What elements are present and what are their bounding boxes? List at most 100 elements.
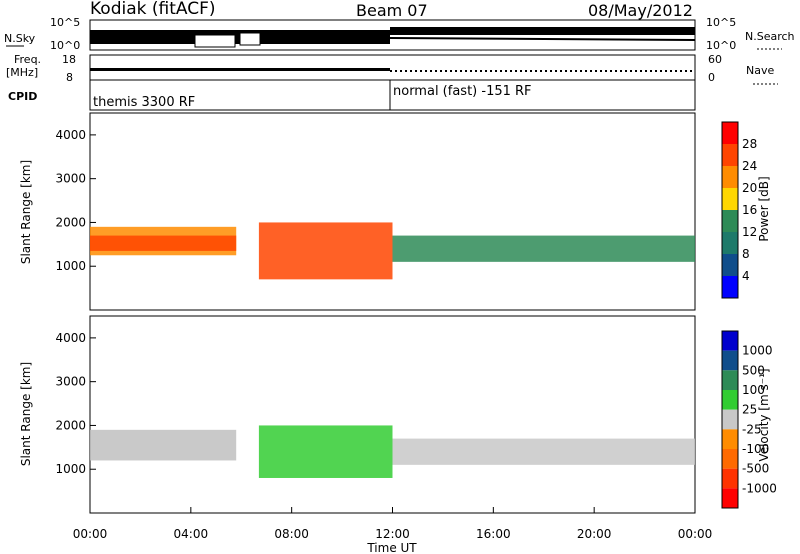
velocity-colorbar-segment — [722, 370, 738, 390]
nsearch-label: N.Search — [745, 30, 795, 43]
power-frame — [89, 112, 696, 311]
power-colorbar-segment — [722, 144, 738, 166]
cpid-frame — [89, 79, 696, 111]
nsky-label: N.Sky — [4, 32, 36, 45]
power-echo-band — [258, 222, 393, 280]
nave-tick-bottom: 0 — [708, 71, 715, 84]
power-colorbar-tick: 28 — [742, 137, 757, 151]
velocity-colorbar-tick: 500 — [742, 363, 765, 377]
velocity-colorbar-segment — [722, 390, 738, 410]
velocity-colorbar: 1000 500 100 25 -25 -100 -500 -1000 — [721, 330, 777, 509]
velocity-colorbar-tick: 1000 — [742, 344, 773, 358]
power-colorbar-segment — [722, 188, 738, 210]
power-ylabel: Slant Range [km] — [19, 160, 33, 264]
cpid-panel: CPID themis 3300 RF normal (fast) -151 R… — [8, 79, 696, 111]
power-colorbar-segment — [722, 232, 738, 254]
power-colorbar-tick: 16 — [742, 203, 757, 217]
nsky-trace-right — [390, 27, 695, 35]
power-echo-band — [392, 235, 695, 262]
velocity-ytick-label: 4000 — [55, 331, 86, 345]
x-tick-label: 08:00 — [274, 527, 309, 541]
freq-trace-left — [90, 68, 390, 71]
nsky-panel: N.Sky 10^5 10^0 10^5 10^0 N.Search — [4, 16, 795, 52]
power-colorbar-tick: 8 — [742, 247, 750, 261]
station-title: Kodiak (fitACF) — [90, 0, 216, 19]
velocity-ytick-label: 3000 — [55, 375, 86, 389]
x-axis-label: Time UT — [366, 541, 417, 554]
nsky-tick-bottom: 10^0 — [50, 39, 80, 52]
nsky-tick-top: 10^5 — [50, 16, 80, 29]
velocity-data — [90, 425, 695, 478]
time-axis: 00:00 04:00 08:00 12:00 16:00 20:00 00:00 — [73, 507, 713, 541]
date-title: 08/May/2012 — [588, 1, 693, 20]
x-tick-label: 12:00 — [375, 527, 410, 541]
velocity-yticks: 1000 2000 3000 4000 — [55, 331, 96, 476]
x-tick-label: 20:00 — [577, 527, 612, 541]
x-tick-label: 16:00 — [476, 527, 511, 541]
power-colorbar-segment — [722, 122, 738, 144]
freq-panel: Freq. [MHz] 18 8 60 0 Nave — [6, 53, 778, 85]
velocity-colorbar-segment — [722, 350, 738, 371]
nsearch-tick-bottom: 10^0 — [706, 39, 736, 52]
velocity-frame — [89, 315, 696, 514]
freq-label-2: [MHz] — [6, 66, 38, 79]
velocity-ylabel: Slant Range [km] — [19, 362, 33, 466]
velocity-colorbar-label: Velocity [m s⁻¹] — [757, 368, 771, 461]
nave-label: Nave — [746, 64, 774, 77]
velocity-ytick-label: 1000 — [55, 462, 86, 476]
velocity-colorbar-tick: 25 — [742, 403, 757, 417]
velocity-colorbar-segment — [722, 429, 738, 449]
freq-frame — [89, 54, 696, 81]
power-yticks: 1000 2000 3000 4000 — [55, 128, 96, 273]
cpid-mode-2: normal (fast) -151 RF — [393, 84, 532, 99]
velocity-colorbar-segment — [722, 409, 738, 430]
x-tick-label: 00:00 — [678, 527, 713, 541]
velocity-colorbar-tick: -500 — [742, 462, 769, 476]
freq-tick-top: 18 — [62, 53, 76, 66]
power-ytick-label: 2000 — [55, 215, 86, 229]
power-colorbar: 28 24 20 16 12 8 4 — [721, 121, 757, 299]
x-tick-label: 00:00 — [73, 527, 108, 541]
power-panel: Slant Range [km] 1000 2000 3000 4000 — [19, 112, 696, 311]
power-colorbar-segment — [722, 254, 738, 276]
velocity-echo-band — [90, 429, 237, 461]
velocity-panel: Slant Range [km] 1000 2000 3000 4000 — [19, 315, 696, 514]
nave-tick-top: 60 — [708, 53, 722, 66]
power-echo-band — [90, 235, 237, 251]
freq-label-1: Freq. — [14, 53, 41, 66]
power-colorbar-tick: 24 — [742, 159, 757, 173]
power-colorbar-segment — [722, 276, 738, 298]
velocity-colorbar-segment — [722, 488, 738, 508]
velocity-colorbar-segment — [722, 331, 738, 351]
velocity-colorbar-segment — [722, 449, 738, 469]
nsky-gap-2 — [239, 32, 261, 46]
freq-tick-bottom: 8 — [66, 71, 73, 84]
nsky-gap — [194, 34, 236, 48]
power-ytick-label: 3000 — [55, 172, 86, 186]
velocity-echo-band — [392, 438, 695, 465]
nsearch-trace — [389, 37, 696, 41]
velocity-colorbar-tick: -1000 — [742, 481, 777, 495]
cpid-label: CPID — [8, 90, 37, 103]
power-colorbar-tick: 4 — [742, 269, 750, 283]
cpid-mode-1: themis 3300 RF — [93, 95, 195, 110]
power-colorbar-frame — [721, 121, 739, 299]
power-colorbar-segment — [722, 210, 738, 232]
beam-title: Beam 07 — [356, 1, 428, 20]
velocity-colorbar-frame — [721, 330, 739, 509]
x-tick-label: 04:00 — [174, 527, 209, 541]
velocity-colorbar-tick: 100 — [742, 383, 765, 397]
power-colorbar-label: Power [dB] — [757, 176, 771, 241]
power-colorbar-tick: 12 — [742, 225, 757, 239]
velocity-echo-band — [258, 425, 393, 478]
velocity-ytick-label: 2000 — [55, 418, 86, 432]
velocity-colorbar-tick: -25 — [742, 422, 762, 436]
power-data — [90, 222, 695, 280]
power-colorbar-tick: 20 — [742, 181, 757, 195]
nsearch-tick-top: 10^5 — [706, 16, 736, 29]
velocity-colorbar-tick: -100 — [742, 442, 769, 456]
power-ytick-label: 4000 — [55, 128, 86, 142]
power-colorbar-segment — [722, 166, 738, 188]
velocity-colorbar-segment — [722, 468, 738, 489]
